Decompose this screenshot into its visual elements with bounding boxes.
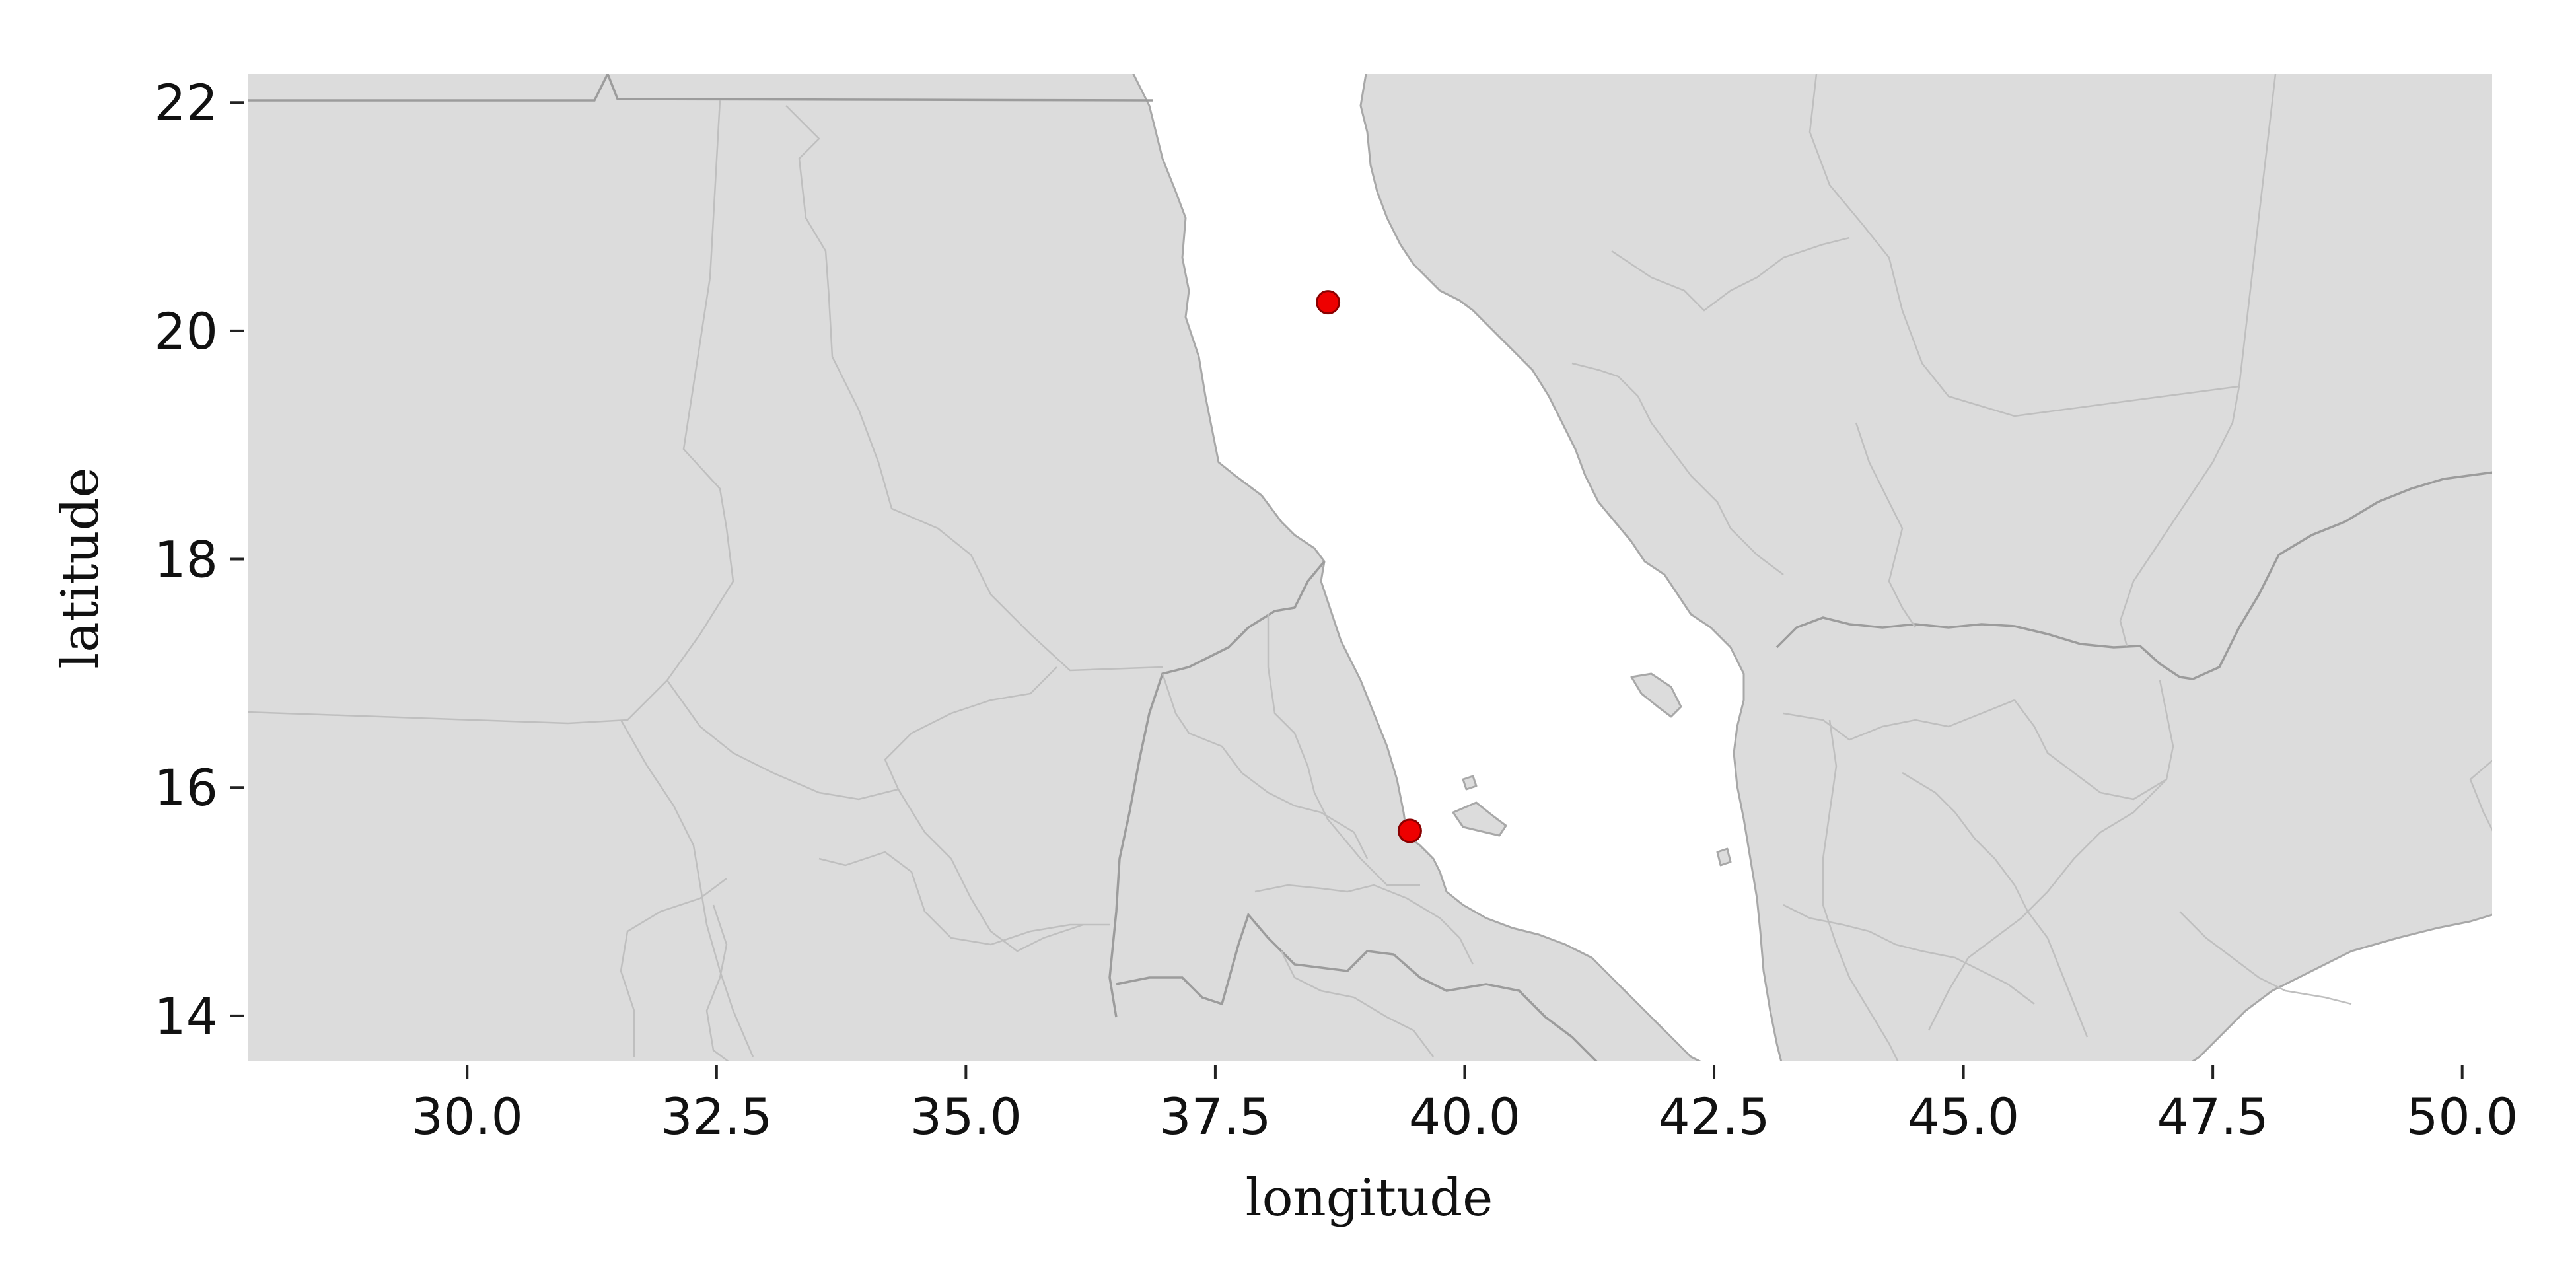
map-area [248,74,2492,1061]
admin-line [248,100,734,725]
eritrea-ethiopia-border [1116,912,1598,1061]
admin-line [897,789,1084,952]
admin-line [1254,884,1474,965]
admin-line [1161,673,1369,859]
y-tick-label: 20 [154,302,218,361]
location-marker[interactable] [1397,818,1422,843]
egypt-sudan-border [248,74,1153,102]
arabia-landmass [1359,74,2492,1061]
location-marker[interactable] [1316,290,1341,315]
admin-line [2014,680,2174,801]
admin-line [818,851,1110,946]
admin-line [1611,236,1850,312]
x-tick-label: 47.5 [2157,1087,2269,1146]
y-axis: 14 16 18 20 22 [154,73,244,1046]
admin-line [1783,699,2015,741]
admin-line [785,105,1163,672]
x-tick-label: 40.0 [1409,1087,1521,1146]
x-tick-label: 35.0 [910,1087,1022,1146]
saudi-yemen-border [1775,471,2492,680]
dahlak-islands [1452,801,1507,837]
admin-line [1571,362,1784,575]
x-tick-label: 45.0 [1908,1087,2019,1146]
marker-layer [1316,290,1422,843]
x-tick-label: 30.0 [411,1087,523,1146]
admin-line [1808,74,2277,417]
admin-line [705,904,730,1061]
admin-line [2179,911,2352,1005]
coastal-island [1716,847,1732,867]
x-tick-label: 37.5 [1159,1087,1271,1146]
admin-line [1280,950,1434,1057]
admin-line [1855,422,1917,628]
x-axis: 30.0 32.5 35.0 37.5 40.0 42.5 45.0 47.5 50.0 [411,1065,2518,1146]
admin-line [620,719,754,1057]
y-axis-label: latitude [51,467,110,668]
y-tick-label: 22 [154,73,218,132]
x-axis-label: longitude [1246,1168,1493,1228]
x-tick-label: 42.5 [1658,1087,1770,1146]
africa-landmass [248,74,1703,1061]
y-tick-label: 16 [154,758,218,817]
admin-line [1783,904,2035,1005]
x-tick-label: 32.5 [661,1087,772,1146]
admin-line [1267,614,1420,886]
y-tick-label: 18 [154,530,218,589]
admin-line [1822,719,1899,1061]
admin-line [620,878,727,1057]
x-tick-label: 50.0 [2406,1087,2518,1146]
farasan-islands [1630,672,1682,718]
small-island [1462,775,1478,791]
y-tick-label: 14 [154,987,218,1046]
admin-line [2469,760,2492,832]
admin-line [1927,779,2167,1031]
admin-line [2119,386,2240,647]
admin-line [1902,771,2089,1038]
